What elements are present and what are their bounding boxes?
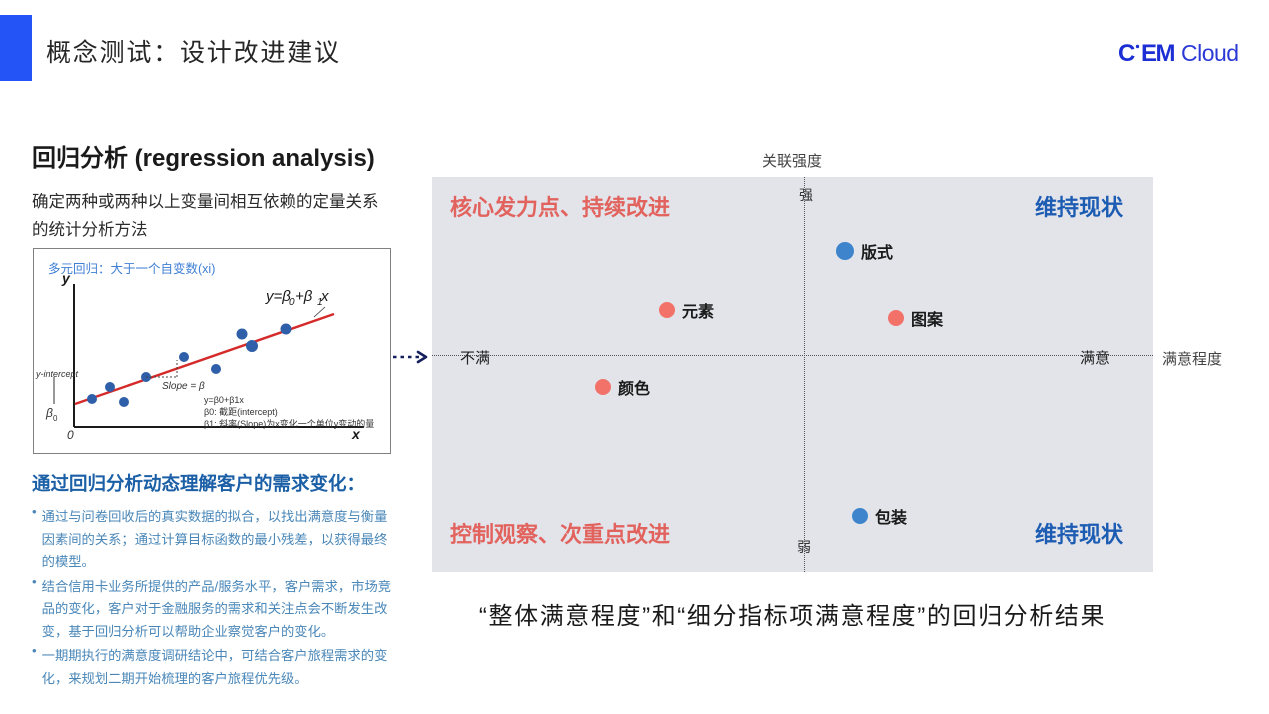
svg-text:x: x	[320, 288, 329, 305]
svg-text:0: 0	[67, 428, 74, 442]
svg-text:0: 0	[53, 414, 58, 423]
svg-text:y=β: y=β	[265, 288, 291, 305]
svg-text:Slope = β: Slope = β	[162, 381, 205, 392]
svg-text:β1: 斜率(Slope)为x变化一个单位y变动的量: β1: 斜率(Slope)为x变化一个单位y变动的量	[204, 418, 374, 429]
svg-text:Cloud: Cloud	[1181, 40, 1239, 66]
svg-text:y: y	[61, 270, 71, 286]
svg-text:β0: 截距(intercept): β0: 截距(intercept)	[204, 406, 278, 417]
svg-text:y-intercept: y-intercept	[35, 369, 79, 379]
svg-text:EM: EM	[1141, 40, 1175, 67]
svg-text:C: C	[1118, 40, 1135, 67]
svg-text:+β: +β	[295, 288, 313, 305]
svg-text:y=β0+β1x: y=β0+β1x	[204, 395, 244, 405]
svg-text:β: β	[45, 406, 53, 420]
